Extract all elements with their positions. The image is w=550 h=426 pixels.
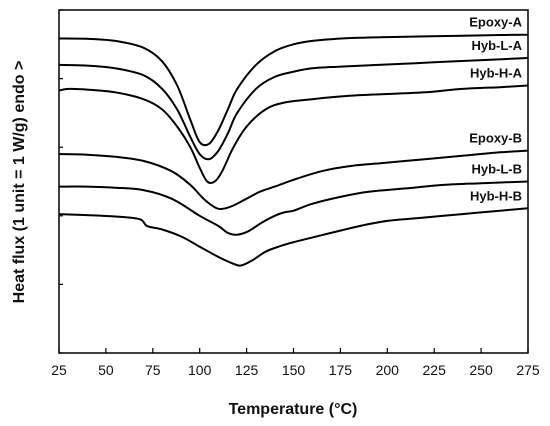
curve-labels: Epoxy-A Hyb-L-A Hyb-H-A Epoxy-B Hyb-L-B Hyb-H… [469,15,522,204]
x-tick-label: 250 [469,362,493,378]
x-tick-label: 75 [145,362,161,378]
x-tick-label: 100 [188,362,212,378]
x-tick-label: 275 [516,362,540,378]
x-tick-label: 25 [51,362,67,378]
curve-hyb-l-b [58,180,529,236]
series-label-hyb-l-b: Hyb-L-B [471,162,522,177]
curves [58,33,529,267]
series-label-hyb-h-b: Hyb-H-B [470,188,522,203]
x-tick-label: 150 [282,362,306,378]
x-axis-tick-labels: 25 50 75 100 125 150 175 200 225 250 275 [51,362,540,378]
x-axis-ticks [58,348,529,353]
y-axis-title: Heat flux (1 unit = 1 W/g) endo > [11,61,28,304]
series-label-hyb-l-a: Hyb-L-A [471,38,522,53]
x-tick-label: 175 [329,362,353,378]
curve-hyb-l-a [58,57,529,161]
x-tick-label: 125 [235,362,259,378]
x-tick-label: 50 [98,362,114,378]
series-label-epoxy-a: Epoxy-A [469,15,522,30]
curve-epoxy-b [58,149,529,210]
curve-epoxy-a [58,33,529,147]
y-axis-ticks [59,9,63,354]
x-axis-title: Temperature (°C) [229,401,358,418]
series-label-hyb-h-a: Hyb-H-A [470,65,523,80]
curve-hyb-h-a [58,84,529,184]
x-tick-label: 200 [376,362,400,378]
curve-hyb-h-b [58,207,529,267]
x-tick-label: 225 [423,362,447,378]
series-label-epoxy-b: Epoxy-B [469,131,522,146]
